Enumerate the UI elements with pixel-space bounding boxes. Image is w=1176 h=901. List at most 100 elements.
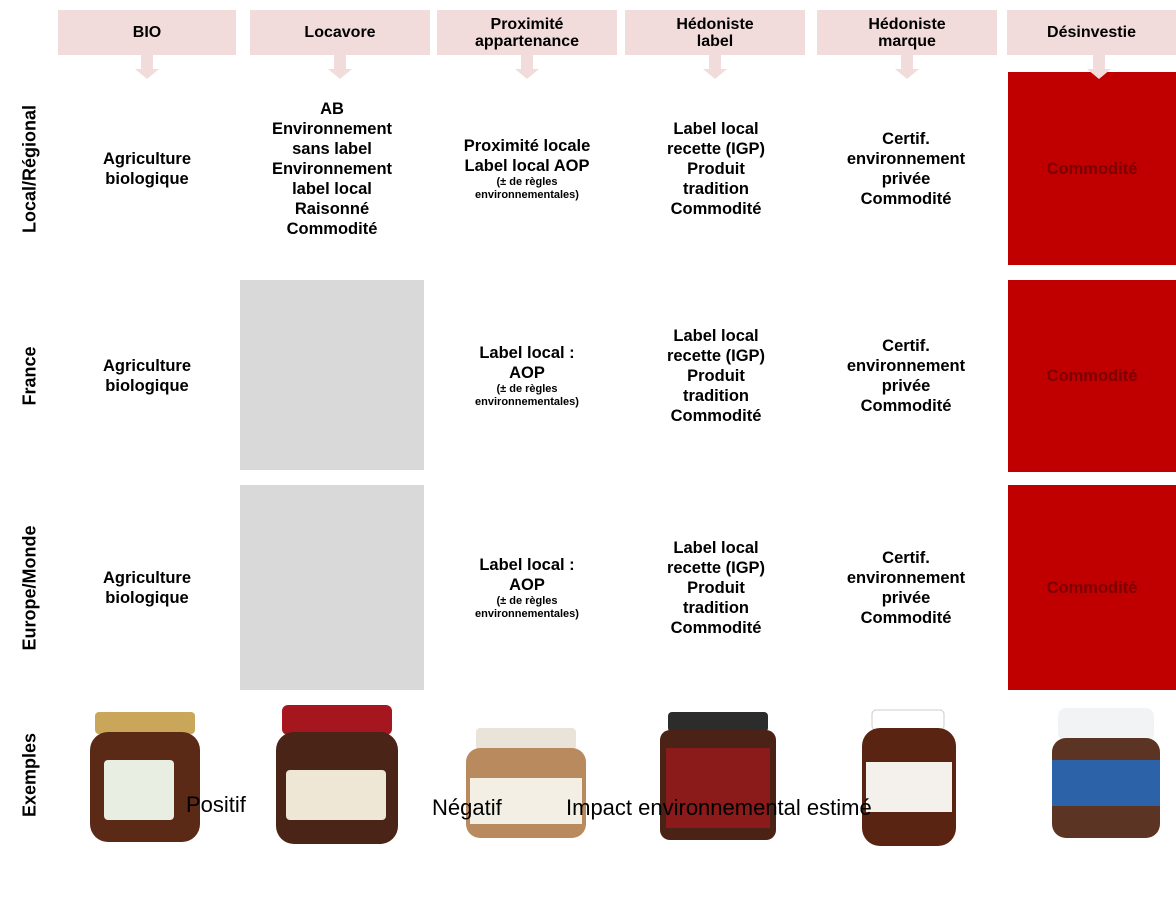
cell-line: label local — [292, 179, 372, 198]
cell: Label local : AOP (± de règles environnemen… — [432, 485, 622, 690]
cell-line: Environnement — [271, 159, 393, 178]
cell-note: environnementales) — [475, 188, 579, 201]
cell: Commodité — [997, 280, 1176, 472]
cell-line: AOP — [509, 364, 545, 382]
cell-note: environnementales) — [475, 607, 579, 620]
cell-line: Certif. — [882, 337, 930, 355]
header-box — [250, 10, 430, 55]
cell: Agriculture biologique — [52, 72, 242, 265]
cell-line: Commodité — [1046, 367, 1138, 385]
header-box — [1007, 10, 1176, 55]
header-box — [437, 10, 617, 55]
jar — [1052, 708, 1160, 838]
footer-impact: Impact environnemental estimé — [566, 795, 872, 820]
empty-cell — [240, 280, 424, 470]
cell: Certif. environnement privée Commodité — [811, 72, 1001, 265]
cell: Agriculture biologique — [52, 280, 242, 472]
cell-line: Label local AOP — [464, 156, 590, 175]
cell-line: environnement — [846, 357, 966, 375]
cell-line: Commodité — [860, 397, 952, 415]
cell-line: Label local — [673, 327, 759, 345]
cell: Commodité — [997, 485, 1176, 690]
cell-line: recette (IGP) — [666, 558, 766, 577]
cell-line: Commodité — [860, 189, 952, 208]
cell-line: Commodité — [670, 407, 762, 425]
cell-note: environnementales) — [475, 396, 579, 408]
empty-cell — [240, 485, 424, 690]
cell-line: Agriculture — [102, 149, 191, 168]
cell: Agriculture biologique — [52, 485, 242, 690]
cell-line: Proximité locale — [463, 136, 591, 155]
cell: Label local recette (IGP) Produit tradition… — [621, 72, 811, 265]
cell: Certif. environnement privée Commodité — [811, 485, 1001, 690]
cell-line: Label local : — [479, 344, 575, 362]
cell-line: Produit — [687, 367, 745, 385]
cell-line: biologique — [105, 377, 189, 395]
cell-line: sans label — [292, 139, 372, 158]
column-header: Locavore — [250, 10, 430, 55]
cell-line: privée — [881, 588, 931, 607]
header-boxes — [58, 10, 1176, 79]
cell-line: Commodité — [670, 199, 762, 218]
header-line: Hédoniste — [676, 15, 754, 33]
cell: Commodité — [997, 72, 1176, 265]
cell-line: recette (IGP) — [666, 139, 766, 158]
cell-line: Label local — [673, 119, 759, 138]
cell-line: Label local : — [479, 555, 575, 574]
cell: Label local : AOP (± de règles environnemen… — [432, 280, 622, 472]
column-header: Hédoniste label — [625, 10, 805, 55]
cell-line: Raisonné — [294, 199, 370, 218]
header-line: label — [696, 32, 734, 50]
header-line: Locavore — [304, 24, 376, 41]
column-header: Hédoniste marque — [817, 10, 997, 55]
row-label: France — [19, 346, 40, 406]
cell: Label local recette (IGP) Produit tradition… — [621, 280, 811, 472]
column-header: Désinvestie — [1007, 10, 1176, 55]
arrow — [703, 55, 727, 79]
cell-line: Agriculture — [102, 568, 191, 587]
cell-line: environnement — [846, 568, 966, 587]
jar — [90, 712, 200, 842]
red-cell — [1008, 280, 1176, 472]
cell-line: Commodité — [286, 219, 378, 238]
cell-line: Environnement — [271, 119, 393, 138]
cell-line: privée — [881, 169, 931, 188]
red-cell — [1008, 485, 1176, 690]
column-header: Proximité appartenance — [437, 10, 617, 55]
cell: Label local recette (IGP) Produit tradition… — [621, 485, 811, 690]
cell-line: environnement — [846, 149, 966, 168]
cell-note: (± de règles — [496, 594, 558, 607]
cell: Certif. environnement privée Commodité — [811, 280, 1001, 472]
arrow — [895, 55, 919, 79]
cell-line: Produit — [687, 578, 745, 597]
cell-line: privée — [881, 377, 931, 395]
jar — [862, 709, 956, 846]
cell-line: Certif. — [882, 129, 930, 148]
column-header: BIO — [132, 24, 162, 41]
cell-line: biologique — [105, 588, 189, 607]
jar-images — [90, 705, 1160, 846]
cell-line: Commodité — [1046, 159, 1138, 178]
footer-positive: Positif — [186, 792, 246, 817]
cell-line: tradition — [683, 598, 749, 617]
header-box — [58, 10, 236, 55]
cell-line: Commodité — [860, 608, 952, 627]
header-line: Proximité — [490, 15, 564, 33]
cell-line: tradition — [683, 179, 749, 198]
cell-line: Certif. — [882, 548, 930, 567]
cell: AB Environnement sans label Environnement la… — [237, 72, 427, 265]
jar — [276, 705, 398, 844]
jar — [466, 728, 586, 838]
cell-line: recette (IGP) — [666, 347, 766, 365]
arrow — [135, 55, 159, 79]
cell-line: Agriculture — [102, 357, 191, 375]
row-label: Local/Régional — [19, 104, 40, 233]
header-line: appartenance — [474, 32, 580, 50]
row-label: Europe/Monde — [19, 525, 40, 650]
jar — [660, 712, 776, 840]
arrow — [515, 55, 539, 79]
cell-line: Label local — [673, 538, 759, 557]
